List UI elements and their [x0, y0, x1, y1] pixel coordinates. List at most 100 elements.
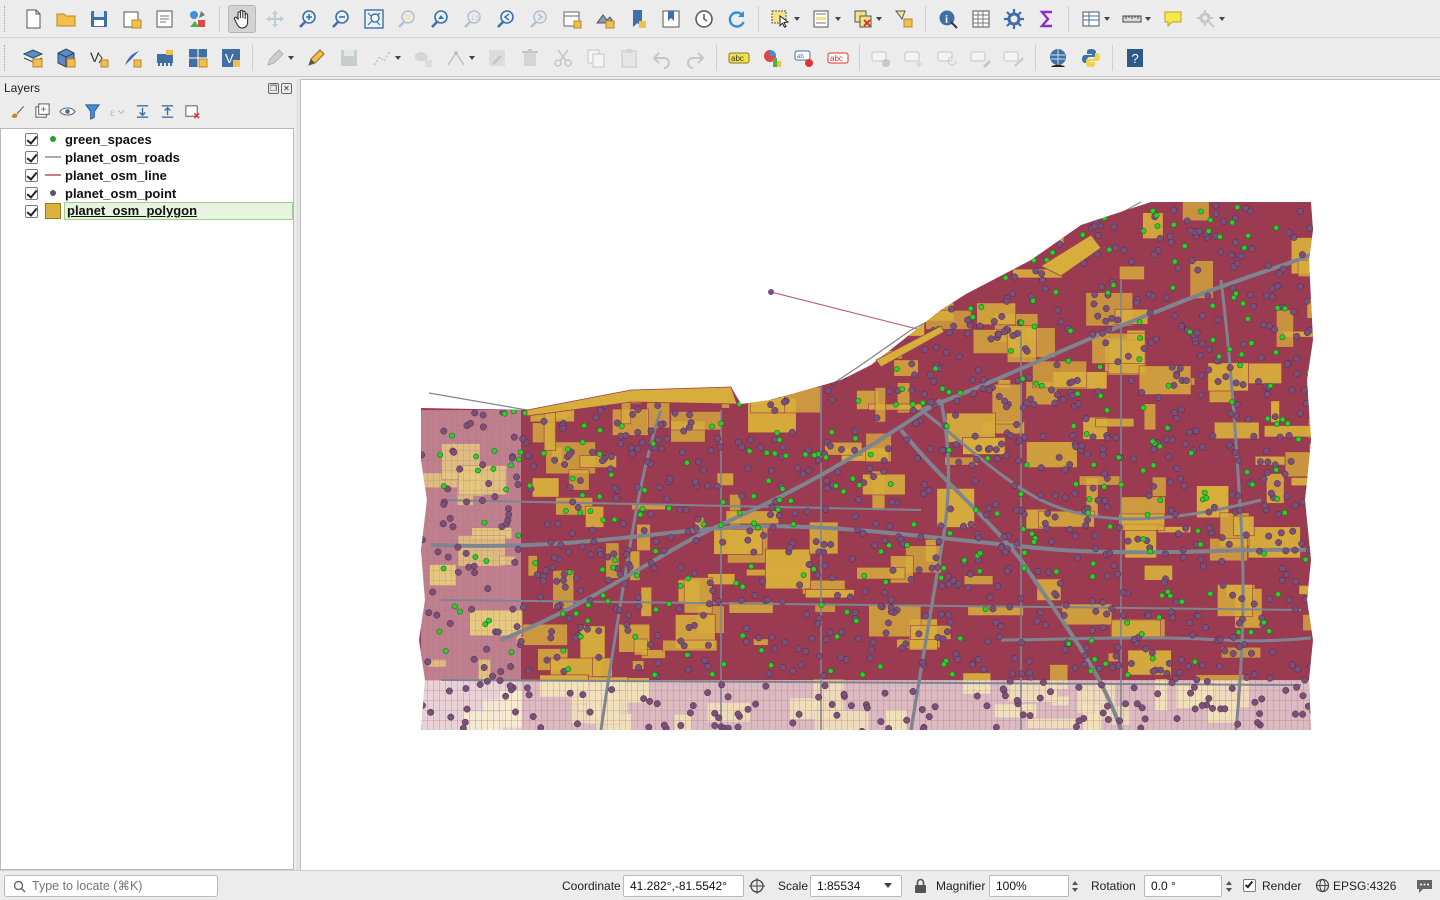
select-features-dropdown[interactable]: [794, 5, 802, 33]
cut-features-button[interactable]: [549, 44, 577, 72]
float-panel-icon[interactable]: ❐: [268, 82, 279, 94]
move-label-button[interactable]: [901, 44, 929, 72]
refresh-button[interactable]: [723, 5, 751, 33]
save-layer-edits-button[interactable]: [335, 44, 363, 72]
field-calculator-dropdown[interactable]: [1104, 5, 1112, 33]
new-spatialite-layer-button[interactable]: [118, 44, 146, 72]
plugins-button[interactable]: [1044, 44, 1072, 72]
rotation-field[interactable]: 0.0 °: [1144, 875, 1222, 897]
zoom-in-button[interactable]: [294, 5, 322, 33]
data-source-manager-button[interactable]: [19, 44, 47, 72]
rotate-label-button[interactable]: [934, 44, 962, 72]
save-project-button[interactable]: [85, 5, 113, 33]
zoom-out-button[interactable]: [327, 5, 355, 33]
pan-map-button[interactable]: [227, 4, 256, 33]
toggle-extents-icon[interactable]: [748, 877, 766, 898]
add-group-button[interactable]: [31, 100, 53, 122]
new-print-layout-button[interactable]: [118, 5, 146, 33]
redo-button[interactable]: [681, 44, 709, 72]
layer-visibility-checkbox[interactable]: [25, 132, 38, 146]
toolbar-grip[interactable]: [4, 5, 12, 32]
add-feature-button[interactable]: [409, 44, 437, 72]
crs-label[interactable]: EPSG:4326: [1333, 879, 1397, 893]
open-styling-button[interactable]: [6, 100, 28, 122]
zoom-native-button[interactable]: 1:1: [459, 5, 487, 33]
messages-icon[interactable]: [1416, 878, 1433, 897]
zoom-full-button[interactable]: [360, 5, 388, 33]
select-features-button[interactable]: [767, 5, 795, 33]
collapse-all-button[interactable]: [156, 100, 178, 122]
locator-input[interactable]: [32, 879, 212, 893]
copy-features-button[interactable]: [582, 44, 610, 72]
scale-dropdown-chevron-icon[interactable]: [884, 883, 892, 888]
toggle-editing-button[interactable]: [302, 44, 330, 72]
highlight-labels-button[interactable]: abc: [824, 44, 852, 72]
change-label-button[interactable]: [967, 44, 995, 72]
python-console-button[interactable]: [1077, 44, 1105, 72]
new-3d-view-button[interactable]: [591, 5, 619, 33]
delete-selected-button[interactable]: [516, 44, 544, 72]
new-mesh-layer-button[interactable]: V: [217, 44, 245, 72]
identify-button[interactable]: i: [934, 5, 962, 33]
vertex-tool-button[interactable]: [442, 44, 470, 72]
layer-visibility-checkbox[interactable]: [25, 186, 38, 200]
layer-row-planet-osm-roads[interactable]: planet_osm_roads: [1, 148, 293, 166]
attribute-table-button[interactable]: [967, 5, 995, 33]
layout-manager-button[interactable]: [151, 5, 179, 33]
style-manager-button[interactable]: [184, 5, 212, 33]
coordinate-field[interactable]: 41.282°,-81.5542°: [623, 875, 744, 897]
remove-layer-button[interactable]: [181, 100, 203, 122]
temporal-controller-button[interactable]: [690, 5, 718, 33]
close-panel-icon[interactable]: ✕: [281, 82, 292, 94]
layer-labeling-button[interactable]: abc: [725, 44, 753, 72]
deselect-dropdown[interactable]: [876, 5, 884, 33]
layer-row-planet-osm-polygon[interactable]: planet_osm_polygon: [1, 202, 293, 220]
help-button[interactable]: ?: [1121, 44, 1149, 72]
pin-labels-button[interactable]: ab: [791, 44, 819, 72]
zoom-next-button[interactable]: [525, 5, 553, 33]
paste-features-button[interactable]: [615, 44, 643, 72]
expand-all-button[interactable]: [131, 100, 153, 122]
filter-legend-button[interactable]: [81, 100, 103, 122]
show-hide-labels-button[interactable]: [868, 44, 896, 72]
zoom-to-selection-button[interactable]: [393, 5, 421, 33]
measure-button[interactable]: [1118, 5, 1146, 33]
new-bookmark-button[interactable]: [624, 5, 652, 33]
new-virtual-layer-button[interactable]: [151, 44, 179, 72]
digitize-dropdown[interactable]: [395, 44, 403, 72]
new-shapefile-layer-button[interactable]: V: [85, 44, 113, 72]
processing-toolbox-button[interactable]: [1000, 5, 1028, 33]
magnifier-field[interactable]: 100%: [989, 875, 1069, 897]
layer-visibility-checkbox[interactable]: [25, 168, 38, 182]
select-by-location-button[interactable]: [890, 5, 918, 33]
diagram-tool-button[interactable]: [758, 44, 786, 72]
undo-button[interactable]: [648, 44, 676, 72]
scale-field[interactable]: 1:85534: [810, 875, 902, 897]
pan-to-selection-button[interactable]: [261, 5, 289, 33]
settings-button[interactable]: [1192, 5, 1220, 33]
current-edits-dropdown[interactable]: [288, 44, 296, 72]
layer-visibility-checkbox[interactable]: [25, 204, 38, 218]
measure-dropdown[interactable]: [1145, 5, 1153, 33]
toolbar-grip[interactable]: [4, 44, 12, 71]
new-project-button[interactable]: [19, 5, 47, 33]
digitize-button[interactable]: [368, 44, 396, 72]
expression-filter-button[interactable]: ε: [106, 100, 128, 122]
new-temporary-layer-button[interactable]: [184, 44, 212, 72]
select-by-value-dropdown[interactable]: [835, 5, 843, 33]
layer-visibility-checkbox[interactable]: [25, 150, 38, 164]
magnifier-spinner[interactable]: [1068, 875, 1081, 897]
lock-scale-icon[interactable]: [914, 878, 927, 897]
layer-row-planet-osm-line[interactable]: planet_osm_line: [1, 166, 293, 184]
select-by-value-button[interactable]: [808, 5, 836, 33]
open-project-button[interactable]: [52, 5, 80, 33]
new-map-view-button[interactable]: [558, 5, 586, 33]
deselect-button[interactable]: [849, 5, 877, 33]
show-bookmarks-button[interactable]: [657, 5, 685, 33]
manage-visibility-button[interactable]: [56, 100, 78, 122]
field-calculator-button[interactable]: [1077, 5, 1105, 33]
statistics-summary-button[interactable]: [1033, 5, 1061, 33]
current-edits-button[interactable]: [261, 44, 289, 72]
map-tips-button[interactable]: [1159, 5, 1187, 33]
locator-bar[interactable]: [4, 875, 218, 897]
